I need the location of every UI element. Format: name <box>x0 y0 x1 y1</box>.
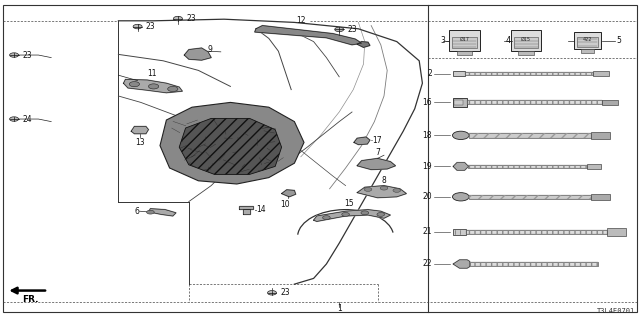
Circle shape <box>364 188 372 191</box>
Bar <box>452 37 477 48</box>
Bar <box>591 132 610 139</box>
Text: 8: 8 <box>381 176 387 185</box>
Text: 18: 18 <box>422 131 432 140</box>
Bar <box>465 72 593 75</box>
Circle shape <box>452 131 469 140</box>
Polygon shape <box>255 26 362 45</box>
Text: Ø17: Ø17 <box>460 36 470 42</box>
Circle shape <box>342 212 349 216</box>
Text: 6: 6 <box>134 207 140 216</box>
Circle shape <box>147 210 154 214</box>
Text: 1: 1 <box>337 304 342 313</box>
Polygon shape <box>239 206 253 209</box>
Polygon shape <box>357 158 396 170</box>
Polygon shape <box>314 210 390 221</box>
Polygon shape <box>243 209 250 214</box>
Bar <box>467 100 602 104</box>
Polygon shape <box>282 190 296 197</box>
Bar <box>470 262 598 266</box>
Polygon shape <box>357 186 406 198</box>
Circle shape <box>10 53 19 57</box>
Bar <box>469 133 591 138</box>
Circle shape <box>268 291 276 295</box>
Text: 23: 23 <box>280 288 290 297</box>
Circle shape <box>10 117 19 121</box>
Text: Ø15: Ø15 <box>521 36 531 42</box>
Text: 23: 23 <box>146 22 156 31</box>
Bar <box>457 51 472 55</box>
Text: 21: 21 <box>422 228 432 236</box>
Text: 13: 13 <box>134 138 145 147</box>
Circle shape <box>323 216 330 220</box>
Circle shape <box>361 211 369 215</box>
Bar <box>466 230 607 234</box>
Text: 16: 16 <box>422 98 432 107</box>
Bar <box>469 195 591 199</box>
Polygon shape <box>453 163 468 170</box>
Text: 23: 23 <box>22 51 32 60</box>
Text: T3L4E0701: T3L4E0701 <box>596 308 635 314</box>
Circle shape <box>377 212 385 216</box>
Bar <box>468 165 587 168</box>
Polygon shape <box>184 48 211 60</box>
Text: 3: 3 <box>440 36 445 45</box>
Bar <box>454 100 463 105</box>
Bar <box>587 164 601 169</box>
Text: FR.: FR. <box>22 295 39 304</box>
Text: 12: 12 <box>296 16 305 25</box>
Bar <box>453 229 466 235</box>
Polygon shape <box>148 209 176 216</box>
Text: 9: 9 <box>208 45 213 54</box>
Bar <box>581 49 595 53</box>
Polygon shape <box>453 260 470 268</box>
Polygon shape <box>160 102 304 184</box>
Circle shape <box>173 16 182 21</box>
Circle shape <box>148 84 159 89</box>
Text: 5: 5 <box>616 36 621 45</box>
Bar <box>453 71 465 76</box>
Text: 23: 23 <box>348 25 357 34</box>
Text: 17: 17 <box>372 136 382 145</box>
Polygon shape <box>131 126 148 134</box>
Text: 22: 22 <box>422 260 432 268</box>
Polygon shape <box>354 137 370 145</box>
Text: 7: 7 <box>375 148 380 157</box>
Bar <box>518 51 534 55</box>
Circle shape <box>380 186 388 190</box>
Polygon shape <box>179 118 282 174</box>
Text: 422: 422 <box>583 36 592 42</box>
Bar <box>511 30 541 51</box>
Text: 20: 20 <box>422 192 432 201</box>
Text: 14: 14 <box>256 205 266 214</box>
Bar <box>449 30 480 51</box>
Text: 24: 24 <box>22 115 32 124</box>
Circle shape <box>393 188 401 192</box>
Text: 11: 11 <box>148 69 157 78</box>
Polygon shape <box>124 79 182 93</box>
Circle shape <box>335 27 344 32</box>
Circle shape <box>133 24 142 29</box>
Text: 23: 23 <box>186 14 196 23</box>
Polygon shape <box>357 42 370 47</box>
Bar <box>453 98 467 107</box>
Circle shape <box>168 86 178 92</box>
Text: 2: 2 <box>428 69 432 78</box>
Text: 4: 4 <box>506 36 511 45</box>
Text: 15: 15 <box>344 199 354 208</box>
Text: 10: 10 <box>280 200 290 209</box>
Bar <box>607 228 626 236</box>
Text: 19: 19 <box>422 162 432 171</box>
Bar <box>574 32 601 49</box>
Circle shape <box>129 82 140 87</box>
Circle shape <box>452 193 469 201</box>
Bar <box>514 37 538 48</box>
Bar <box>577 37 598 47</box>
Bar <box>602 100 618 105</box>
Bar <box>593 71 609 76</box>
Bar <box>591 194 610 200</box>
